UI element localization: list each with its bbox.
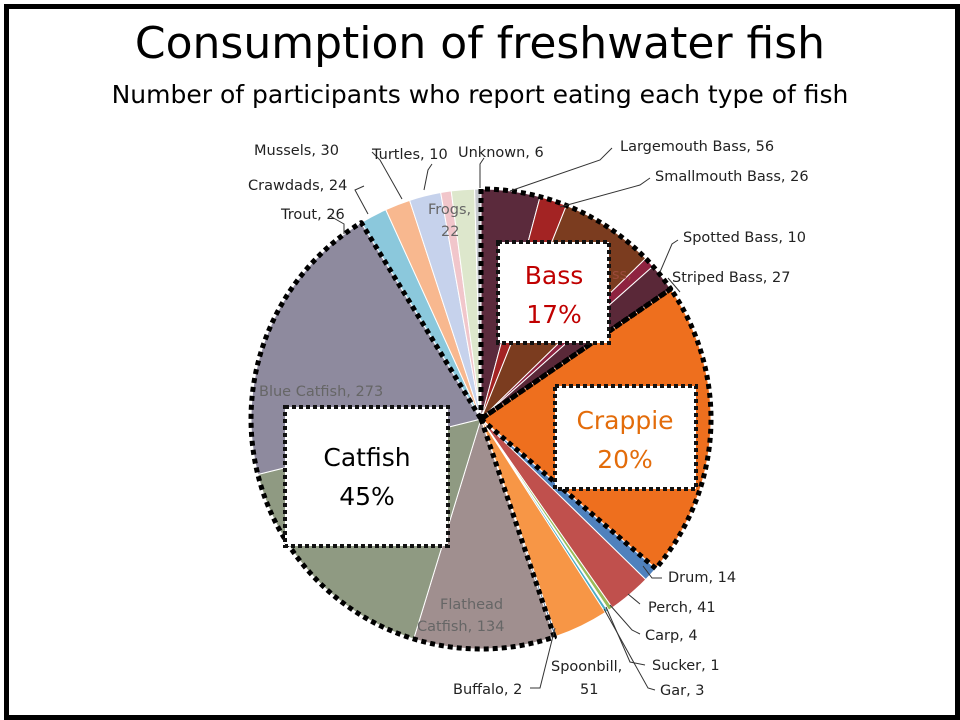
catfish-group-outline [248,220,557,652]
label-carp: Carp, 4 [645,628,698,644]
bass-callout-name: Bass [525,261,584,290]
label-crawdads: Crawdads, 24 [248,178,347,194]
label-sucker: Sucker, 1 [652,658,720,674]
crappie-callout: Crappie 20% [553,384,698,491]
label-perch: Perch, 41 [648,600,716,616]
label-frogs: Frogs, [428,202,471,218]
label-turtles: Turtles, 10 [371,147,448,163]
bass-callout: Bass 17% [496,240,611,345]
label-smallmouth-bass: Smallmouth Bass, 26 [655,169,809,185]
catfish-callout: Catfish 45% [283,405,450,548]
label-gar: Gar, 3 [660,683,705,699]
leader-lines [329,147,681,691]
label-trout: Trout, 26 [280,207,345,223]
label-bass-partial: ss, [612,267,632,283]
label-flathead-catfish: Flathead [440,597,503,613]
crappie-callout-name: Crappie [576,406,673,435]
crappie-group-outline [478,286,714,572]
label-frogs-value: 22 [441,224,459,240]
label-unknown: Unknown, 6 [458,145,544,161]
group-outlines [248,186,714,652]
label-blue-catfish: Blue Catfish, 273 [259,384,383,400]
label-striped-bass: Striped Bass, 27 [672,270,790,286]
label-largemouth-bass: Largemouth Bass, 56 [620,139,774,155]
chart-subtitle: Number of participants who report eating… [111,80,849,109]
catfish-callout-percent: 45% [339,482,395,511]
chart-title: Consumption of freshwater fish [134,18,826,69]
label-spoonbill: Spoonbill, [551,659,622,675]
label-buffalo: Buffalo, 2 [453,682,522,698]
label-spoonbill-value: 51 [580,682,598,698]
catfish-callout-name: Catfish [323,443,410,472]
label-mussels: Mussels, 30 [254,143,339,159]
label-drum: Drum, 14 [668,570,736,586]
bass-callout-percent: 17% [526,300,582,329]
crappie-callout-percent: 20% [597,445,653,474]
label-flathead-catfish-value: Catfish, 134 [417,619,504,635]
slide-border [4,4,960,720]
label-spotted-bass: Spotted Bass, 10 [683,230,806,246]
bass-group-outline [478,186,674,422]
